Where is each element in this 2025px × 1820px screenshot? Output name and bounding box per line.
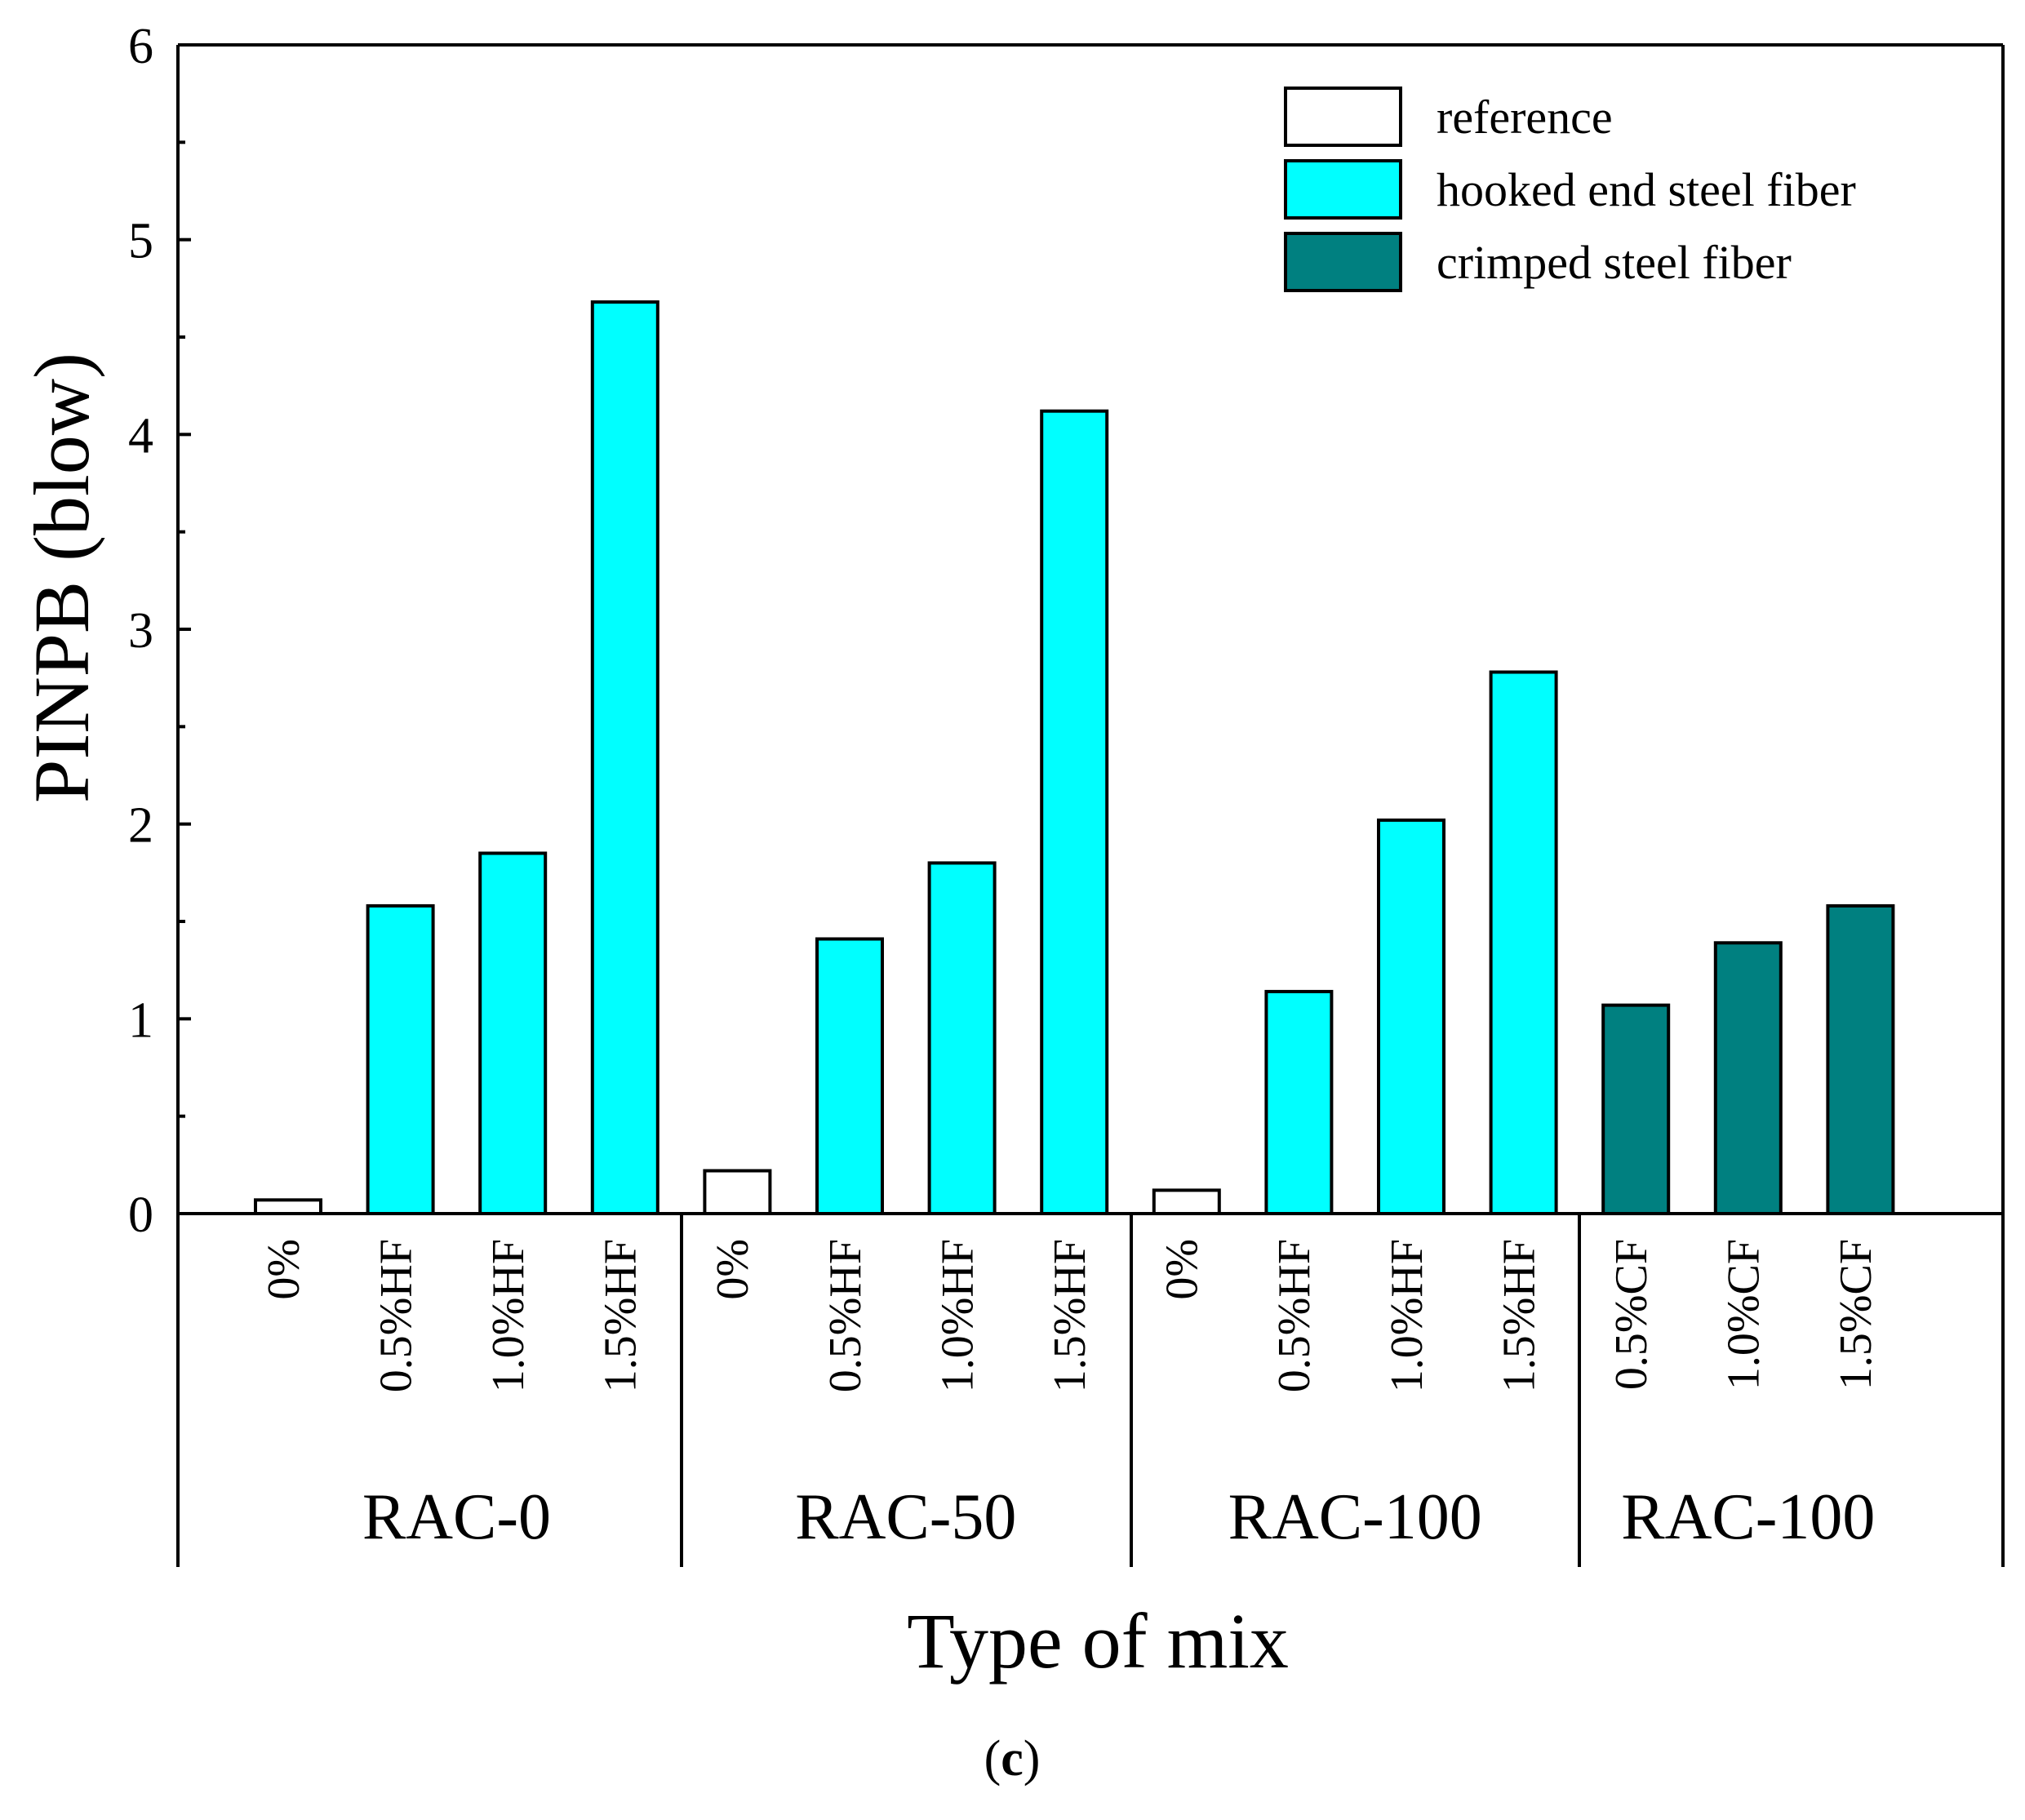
category-label: 1.0%HF — [483, 1239, 534, 1392]
category-labels: 0% 0.5%HF 1.0%HF 1.5%HF RAC-0 0% 0.5%HF 1.0%HF 1… — [259, 1239, 1881, 1553]
category-label: 1.0%HF — [1382, 1239, 1432, 1392]
bar-rac-100-10hf — [1377, 818, 1445, 1215]
bar-rac-100-05cf — [1601, 1003, 1671, 1216]
category-label: 1.5%HF — [1494, 1239, 1544, 1392]
y-tick-label: 3 — [128, 603, 153, 659]
legend-swatch-crimped — [1284, 232, 1402, 292]
category-label: 0% — [1157, 1239, 1208, 1300]
category-label: 0.5%HF — [820, 1239, 871, 1392]
caption-close-paren: ) — [1024, 1731, 1041, 1787]
bar-rac-0-05hf — [366, 903, 435, 1215]
bar-rac-100-15cf — [1826, 903, 1895, 1215]
group-label: RAC-100 — [1228, 1481, 1482, 1553]
bar-rac-50-10hf — [927, 861, 997, 1216]
group-label: RAC-50 — [795, 1481, 1016, 1553]
bar-rac-100-05hf — [1264, 989, 1334, 1216]
y-tick-label: 4 — [128, 408, 153, 464]
y-tick-label: 1 — [128, 992, 153, 1048]
bar-rac-100-0 — [1152, 1188, 1221, 1215]
caption-open-paren: ( — [984, 1731, 1001, 1787]
group-label: RAC-0 — [362, 1481, 551, 1553]
category-label: 0.5%HF — [371, 1239, 421, 1392]
caption-letter: c — [1001, 1731, 1024, 1787]
bar-rac-0-10hf — [478, 851, 548, 1215]
bar-rac-100-15hf — [1489, 670, 1558, 1215]
bar-rac-50-05hf — [815, 937, 884, 1215]
category-label: 1.5%CF — [1831, 1239, 1881, 1390]
bar-rac-50-0 — [703, 1169, 772, 1215]
legend-label-hooked: hooked end steel fiber — [1437, 163, 1856, 216]
category-label: 1.0%HF — [932, 1239, 983, 1392]
bar-rac-0-0 — [254, 1198, 322, 1216]
category-label: 1.5%HF — [596, 1239, 646, 1392]
y-tick-label: 6 — [128, 19, 153, 74]
bars — [254, 300, 1895, 1216]
figure-caption: (c) — [984, 1731, 1041, 1787]
category-label: 0.5%HF — [1269, 1239, 1320, 1392]
y-axis-title: PINPB (blow) — [18, 353, 105, 803]
category-label: 1.0%CF — [1719, 1239, 1770, 1390]
y-tick-label: 2 — [128, 798, 153, 854]
legend-swatch-reference — [1284, 87, 1402, 147]
bar-rac-50-15hf — [1040, 409, 1109, 1215]
category-label: 0.5%CF — [1606, 1239, 1657, 1390]
legend-label-crimped: crimped steel fiber — [1437, 236, 1792, 289]
y-tick-label: 5 — [128, 214, 153, 269]
category-label: 0% — [708, 1239, 758, 1300]
category-label: 0% — [259, 1239, 309, 1300]
group-label: RAC-100 — [1621, 1481, 1875, 1553]
bar-rac-0-15hf — [590, 300, 659, 1215]
legend-swatch-hooked — [1284, 159, 1402, 220]
bar-rac-100-10cf — [1713, 941, 1783, 1215]
legend-label-reference: reference — [1437, 91, 1613, 144]
x-axis-title: Type of mix — [907, 1597, 1289, 1685]
category-label: 1.5%HF — [1045, 1239, 1095, 1392]
y-tick-label: 0 — [128, 1187, 153, 1243]
legend: reference hooked end steel fiber crimped s… — [1284, 87, 1856, 292]
